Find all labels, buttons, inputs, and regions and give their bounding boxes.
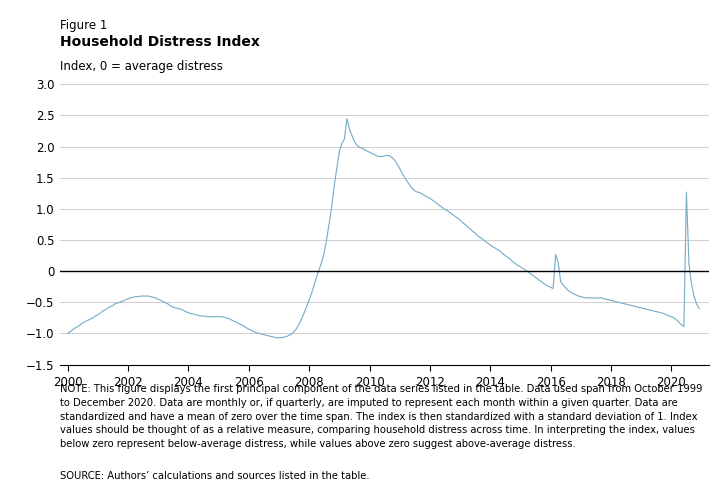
Text: SOURCE: Authors’ calculations and sources listed in the table.: SOURCE: Authors’ calculations and source… [60, 471, 370, 481]
Text: Household Distress Index: Household Distress Index [60, 35, 260, 49]
Text: NOTE: This figure displays the first principal component of the data series list: NOTE: This figure displays the first pri… [60, 384, 703, 449]
Text: Index, 0 = average distress: Index, 0 = average distress [60, 60, 223, 73]
Text: Figure 1: Figure 1 [60, 19, 107, 32]
